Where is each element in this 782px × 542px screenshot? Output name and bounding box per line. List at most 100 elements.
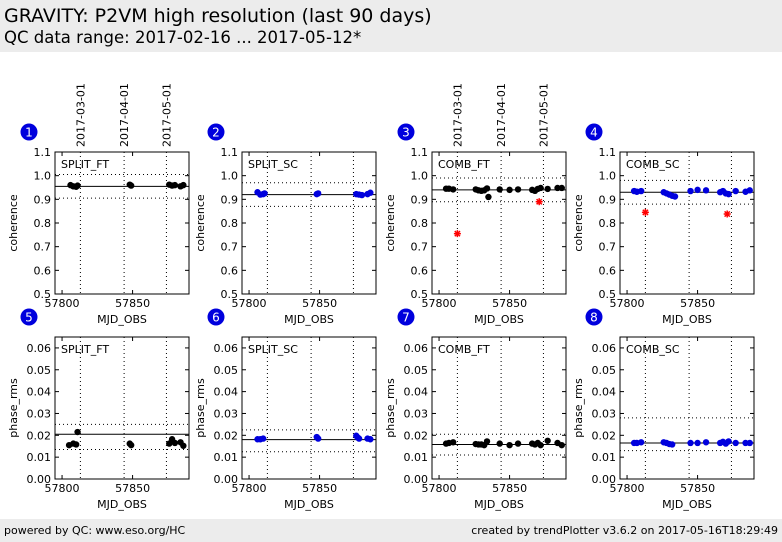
panel-number: 2 [212,126,220,140]
plot-frame [431,151,567,295]
y-tick-label: 0.04 [27,386,52,399]
panel-number-badge [397,123,415,141]
chart-panel-2: 0.5 0.6 0.7 0.8 0.9 1.0 1.1 57800 57850 MJD_OBS co… [194,123,377,326]
chart-panel-7: 0.00 0.01 0.02 0.03 0.04 0.05 0.06 57800 57850 MJ… [384,308,567,511]
outlier-point [723,210,731,218]
x-axis-label: MJD_OBS [97,498,147,511]
y-tick-label: 0.6 [221,264,239,277]
y-axis-label: coherence [7,194,20,252]
data-point [537,441,544,449]
plot-frame [54,336,190,480]
outlier-point [641,208,649,216]
data-point [694,439,701,447]
outlier-stroke [724,210,731,218]
y-tick-label: 0.06 [214,342,239,355]
y-tick-label: 0.06 [592,342,617,355]
plot-frame [431,336,567,480]
outlier-point [453,230,461,238]
panel-number: 7 [402,311,410,325]
y-tick-label: 0.05 [214,364,239,377]
plot-frame [241,151,377,295]
panel-number: 4 [590,126,598,140]
data-point [314,190,322,197]
x-axis-label: MJD_OBS [284,313,334,326]
data-point [732,187,739,195]
panel-number: 5 [25,311,33,325]
y-tick-label: 0.6 [599,264,617,277]
y-tick-label: 0.7 [411,241,429,254]
y-axis-label: phase_rms [572,378,585,438]
data-point [671,193,679,200]
data-point [261,190,268,197]
date-label: 2017-04-01 [118,83,131,147]
data-point [687,187,694,195]
y-axis-label: coherence [572,194,585,252]
x-tick-label: 57850 [115,482,150,495]
y-tick-label: 1.1 [34,146,52,159]
y-axis-label: phase_rms [7,378,20,438]
date-label: 2017-03-01 [74,83,87,147]
chart-panel-4: 0.5 0.6 0.7 0.8 0.9 1.0 1.1 57800 57850 MJD_OBS co… [572,123,755,326]
y-tick-label: 1.0 [34,170,52,183]
plot-frame [54,151,190,295]
x-tick-label: 57800 [422,297,457,310]
y-tick-label: 0.06 [27,342,52,355]
data-point [180,442,187,449]
y-tick-label: 0.9 [411,193,429,206]
y-tick-label: 0.03 [592,407,617,420]
data-point [127,441,135,449]
panel-number-badge [207,123,225,141]
data-point [358,191,366,199]
data-point [746,439,753,447]
data-point [449,186,457,193]
data-point [506,186,513,194]
data-point [725,438,732,445]
x-tick-label: 57800 [232,297,267,310]
x-tick-label: 57800 [45,482,80,495]
data-point [558,184,565,192]
data-point [355,435,363,442]
outlier-stroke [642,209,649,216]
y-tick-label: 0.6 [34,264,52,277]
data-point [514,440,522,447]
y-tick-label: 1.1 [221,146,239,159]
y-tick-label: 0.06 [404,342,429,355]
panel-number-badge [397,308,415,326]
outlier-stroke [536,198,543,205]
x-tick-label: 57850 [115,297,150,310]
data-point [725,190,732,198]
data-point [74,428,81,436]
data-point [180,181,187,189]
data-point [544,185,551,193]
plot-frame [619,336,755,480]
y-tick-label: 0.9 [221,193,239,206]
x-tick-label: 57800 [232,482,267,495]
y-tick-label: 0.01 [214,451,239,464]
y-tick-label: 0.9 [599,193,617,206]
y-tick-label: 0.5 [34,288,52,301]
panel-number-badge [207,308,225,326]
panel-number-badge [20,123,38,141]
panel-number-badge [585,123,603,141]
data-point [314,435,322,442]
y-tick-label: 0.05 [27,364,52,377]
y-tick-label: 1.0 [599,170,617,183]
x-axis-label: MJD_OBS [662,498,712,511]
x-axis-label: MJD_OBS [284,498,334,511]
data-point [702,439,710,446]
panel-number: 1 [25,126,33,140]
data-point [694,186,701,194]
date-label: 2017-05-01 [537,83,550,147]
x-tick-label: 57800 [610,482,645,495]
data-point [668,441,676,448]
x-tick-label: 57850 [492,297,527,310]
y-tick-label: 0.8 [411,217,429,230]
x-tick-label: 57850 [302,482,337,495]
y-tick-label: 0.04 [592,386,617,399]
panel-label: COMB_SC [626,343,680,356]
y-tick-label: 0.03 [214,407,239,420]
y-tick-label: 0.7 [221,241,239,254]
y-axis-label: phase_rms [384,378,397,438]
plot-frame [619,151,755,295]
y-tick-label: 0.01 [592,451,617,464]
